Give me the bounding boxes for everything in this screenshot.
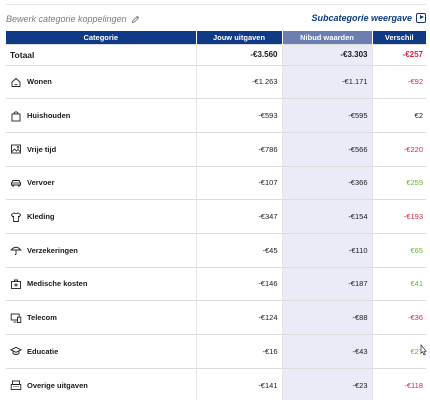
nibud-value: -€187: [281, 266, 372, 301]
difference-value: €259: [371, 165, 426, 200]
table-row: Huishouden -€593 -€595 €2: [6, 98, 426, 133]
header-category: Categorie: [6, 31, 197, 44]
category-cell[interactable]: Telecom: [6, 300, 196, 335]
difference-value: €41: [371, 266, 426, 301]
total-label: Totaal: [6, 43, 196, 65]
category-label-vervoer: Vervoer: [27, 178, 55, 188]
yours-value: -€124: [195, 300, 282, 335]
shirt-icon: [10, 211, 22, 223]
table-row: Wonen -€1.263 -€1.171 -€92: [6, 64, 426, 99]
difference-value: -€36: [371, 300, 426, 335]
table-row: Telecom -€124 -€88 -€36: [6, 300, 426, 335]
yours-value: -€107: [195, 165, 282, 200]
nibud-value: -€566: [281, 131, 372, 167]
medical-kit-icon: [10, 278, 22, 290]
difference-value: €65: [371, 232, 426, 268]
table-row: Vervoer -€107 -€366 €259: [6, 165, 426, 200]
difference-value: -€118: [371, 367, 426, 400]
devices-icon: [10, 312, 22, 324]
category-cell[interactable]: Wonen: [6, 64, 196, 99]
yours-value: -€347: [195, 199, 282, 234]
graduation-cap-icon: [10, 345, 22, 357]
yours-value: -€141: [195, 367, 282, 400]
category-label-medische-kosten: Medische kosten: [27, 279, 88, 289]
category-label-huishouden: Huishouden: [27, 111, 71, 121]
header-yours: Jouw uitgaven: [196, 31, 283, 44]
pencil-icon: [131, 15, 139, 23]
table-row: Educatie -€16 -€43 €27: [6, 334, 426, 369]
difference-value: -€92: [371, 64, 426, 99]
car-icon: [10, 177, 22, 189]
nibud-value: -€43: [281, 334, 372, 369]
category-cell[interactable]: Verzekeringen: [6, 232, 196, 268]
category-cell[interactable]: Vervoer: [6, 165, 196, 200]
table-header-row: Categorie Jouw uitgaven Nibud waarden Ve…: [6, 31, 426, 44]
difference-value: -€193: [371, 199, 426, 234]
category-label-vrije-tijd: Vrije tijd: [27, 144, 57, 154]
subcategory-view-label: Subcategorie weergave: [311, 13, 412, 23]
yours-value: -€16: [195, 334, 282, 369]
total-yours: -€3.560: [195, 43, 282, 65]
table-row: Vrije tijd -€786 -€566 -€220: [6, 131, 426, 167]
category-label-educatie: Educatie: [27, 346, 59, 356]
nibud-value: -€366: [281, 165, 372, 200]
edit-category-links-label: Bewerk categorie koppelingen: [6, 14, 127, 24]
category-cell[interactable]: Medische kosten: [6, 266, 196, 301]
nibud-value: -€23: [281, 367, 372, 400]
play-box-icon: [416, 13, 426, 23]
yours-value: -€1.263: [195, 64, 282, 99]
nibud-value: -€154: [281, 199, 372, 234]
header-difference: Verschil: [372, 31, 426, 44]
nibud-value: -€88: [281, 300, 372, 335]
table-row: Verzekeringen -€45 -€110 €65: [6, 232, 426, 268]
yours-value: -€146: [195, 266, 282, 301]
category-label-telecom: Telecom: [27, 313, 57, 323]
category-cell[interactable]: Kleding: [6, 199, 196, 234]
category-cell[interactable]: Vrije tijd: [6, 131, 196, 167]
nibud-value: -€110: [281, 232, 372, 268]
table-toolbar: Bewerk categorie koppelingen Subcategori…: [6, 12, 426, 28]
total-difference: -€257: [371, 43, 426, 65]
yours-value: -€45: [195, 232, 282, 268]
nibud-value: -€1.171: [281, 64, 372, 99]
table-row: Overige uitgaven -€141 -€23 -€118: [6, 367, 426, 400]
picture-icon: [10, 143, 22, 155]
edit-category-links[interactable]: Bewerk categorie koppelingen: [6, 14, 140, 24]
difference-value: €2: [371, 98, 426, 133]
nibud-value: -€595: [281, 98, 372, 133]
table-row: Kleding -€347 -€154 -€193: [6, 199, 426, 234]
table-row: Medische kosten -€146 -€187 €41: [6, 266, 426, 301]
budget-comparison-table: Categorie Jouw uitgaven Nibud waarden Ve…: [6, 31, 426, 400]
category-label-overige-uitgaven: Overige uitgaven: [27, 380, 88, 390]
register-icon: [10, 379, 22, 391]
yours-value: -€593: [195, 98, 282, 133]
shopping-bag-icon: [10, 110, 22, 122]
category-cell[interactable]: Huishouden: [6, 98, 196, 133]
category-label-kleding: Kleding: [27, 212, 55, 222]
category-cell[interactable]: Overige uitgaven: [6, 367, 196, 400]
mouse-pointer-icon: [420, 344, 427, 356]
subcategory-view-toggle[interactable]: Subcategorie weergave: [311, 13, 426, 23]
top-divider: [6, 4, 426, 5]
total-row: Totaal -€3.560 -€3.303 -€257: [6, 43, 426, 65]
umbrella-icon: [10, 244, 22, 256]
house-icon: [10, 76, 22, 88]
total-nibud: -€3.303: [281, 43, 372, 65]
category-label-wonen: Wonen: [27, 77, 52, 87]
yours-value: -€786: [195, 131, 282, 167]
category-label-verzekeringen: Verzekeringen: [27, 245, 78, 255]
category-cell[interactable]: Educatie: [6, 334, 196, 369]
header-nibud: Nibud waarden: [282, 31, 373, 44]
difference-value: -€220: [371, 131, 426, 167]
difference-value: €27: [371, 334, 426, 369]
